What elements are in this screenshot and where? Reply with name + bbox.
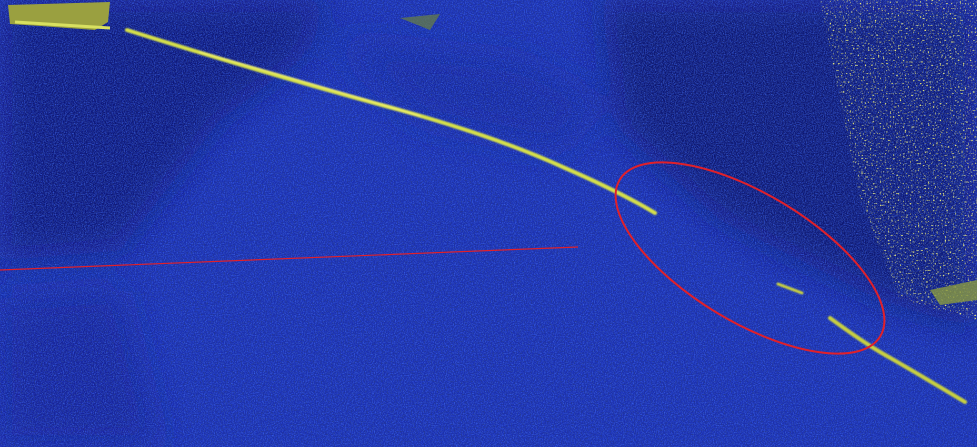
body — [0, 0, 977, 447]
speckle-dark — [0, 0, 977, 447]
sar-image — [0, 0, 977, 447]
page: SAR image {} html, body { margin: 0; pad… — [0, 0, 977, 447]
